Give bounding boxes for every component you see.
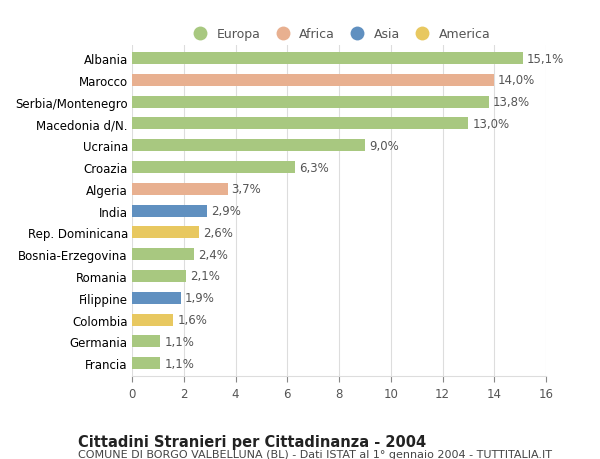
Text: 6,3%: 6,3% [299,161,329,174]
Text: 1,1%: 1,1% [164,335,194,348]
Text: 2,1%: 2,1% [190,270,220,283]
Text: 2,6%: 2,6% [203,226,233,239]
Text: 14,0%: 14,0% [498,74,535,87]
Text: 15,1%: 15,1% [527,52,564,66]
Bar [132,75,494,87]
Bar [132,358,160,369]
Bar [132,292,181,304]
Bar [132,270,187,282]
Bar [132,227,199,239]
Text: 1,6%: 1,6% [177,313,207,326]
Text: 2,9%: 2,9% [211,205,241,218]
Text: 2,4%: 2,4% [198,248,228,261]
Text: 3,7%: 3,7% [232,183,262,196]
Text: 13,8%: 13,8% [493,96,530,109]
Bar [132,249,194,261]
Text: Cittadini Stranieri per Cittadinanza - 2004: Cittadini Stranieri per Cittadinanza - 2… [78,434,426,449]
Bar [132,336,160,347]
Bar [132,140,365,152]
Bar [132,96,489,108]
Bar [132,314,173,326]
Text: 13,0%: 13,0% [472,118,509,131]
Bar [132,162,295,174]
Bar [132,184,228,196]
Text: 9,0%: 9,0% [369,140,398,152]
Bar [132,118,469,130]
Text: 1,9%: 1,9% [185,291,215,305]
Text: 1,1%: 1,1% [164,357,194,370]
Bar [132,205,207,217]
Text: COMUNE DI BORGO VALBELLUNA (BL) - Dati ISTAT al 1° gennaio 2004 - TUTTITALIA.IT: COMUNE DI BORGO VALBELLUNA (BL) - Dati I… [78,449,552,459]
Legend: Europa, Africa, Asia, America: Europa, Africa, Asia, America [185,26,493,44]
Bar [132,53,523,65]
